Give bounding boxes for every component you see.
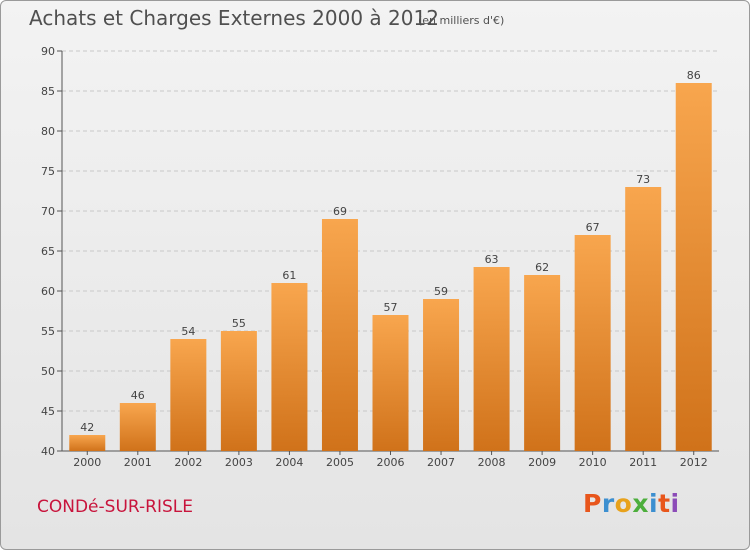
x-tick-label: 2003	[225, 456, 253, 469]
bar-value-label: 46	[131, 389, 145, 402]
bar-value-label: 59	[434, 285, 448, 298]
y-tick-label: 75	[41, 165, 55, 178]
x-tick-label: 2005	[326, 456, 354, 469]
bar	[69, 435, 106, 451]
bar	[473, 267, 510, 451]
logo-letter: x	[632, 489, 649, 518]
chart-title: Achats et Charges Externes 2000 à 2012	[29, 6, 439, 30]
logo-letter: o	[614, 489, 633, 518]
y-tick-label: 90	[41, 45, 55, 58]
bar	[321, 219, 358, 451]
bar	[675, 83, 712, 451]
x-tick-label: 2011	[629, 456, 657, 469]
y-tick-label: 60	[41, 285, 55, 298]
y-tick-label: 50	[41, 365, 55, 378]
logo-letter: r	[601, 489, 615, 518]
x-tick-label: 2008	[478, 456, 506, 469]
x-tick-label: 2006	[377, 456, 405, 469]
x-tick-label: 2002	[174, 456, 202, 469]
logo-letter: t	[658, 489, 671, 518]
x-tick-label: 2001	[124, 456, 152, 469]
bar	[625, 187, 662, 451]
x-tick-label: 2012	[680, 456, 708, 469]
bar-value-label: 62	[535, 261, 549, 274]
bar-value-label: 55	[232, 317, 246, 330]
bar-value-label: 57	[384, 301, 398, 314]
chart-subtitle: (en milliers d'€)	[418, 14, 505, 27]
y-tick-label: 65	[41, 245, 55, 258]
x-tick-label: 2007	[427, 456, 455, 469]
bar	[220, 331, 257, 451]
y-tick-label: 70	[41, 205, 55, 218]
bar-value-label: 69	[333, 205, 347, 218]
logo-letter: i	[670, 489, 680, 518]
location-label: CONDé-SUR-RISLE	[37, 497, 193, 517]
x-tick-label: 2000	[73, 456, 101, 469]
y-tick-label: 45	[41, 405, 55, 418]
bar-value-label: 63	[485, 253, 499, 266]
x-tick-label: 2009	[528, 456, 556, 469]
bar-value-label: 67	[586, 221, 600, 234]
bar-value-label: 61	[282, 269, 296, 282]
bar	[170, 339, 207, 451]
logo-letter: i	[649, 489, 659, 518]
bar	[372, 315, 409, 451]
proxiti-logo: Proxiti	[583, 489, 680, 518]
x-tick-label: 2010	[579, 456, 607, 469]
y-tick-label: 80	[41, 125, 55, 138]
bar-value-label: 42	[80, 421, 94, 434]
y-tick-label: 55	[41, 325, 55, 338]
x-tick-label: 2004	[275, 456, 303, 469]
y-tick-label: 40	[41, 445, 55, 458]
logo-letter: P	[583, 489, 602, 518]
bar-value-label: 54	[181, 325, 195, 338]
bar	[574, 235, 611, 451]
bar	[119, 403, 156, 451]
bar	[524, 275, 561, 451]
bar-value-label: 73	[636, 173, 650, 186]
bar	[423, 299, 460, 451]
bar	[271, 283, 308, 451]
bar-value-label: 86	[687, 69, 701, 82]
y-tick-label: 85	[41, 85, 55, 98]
